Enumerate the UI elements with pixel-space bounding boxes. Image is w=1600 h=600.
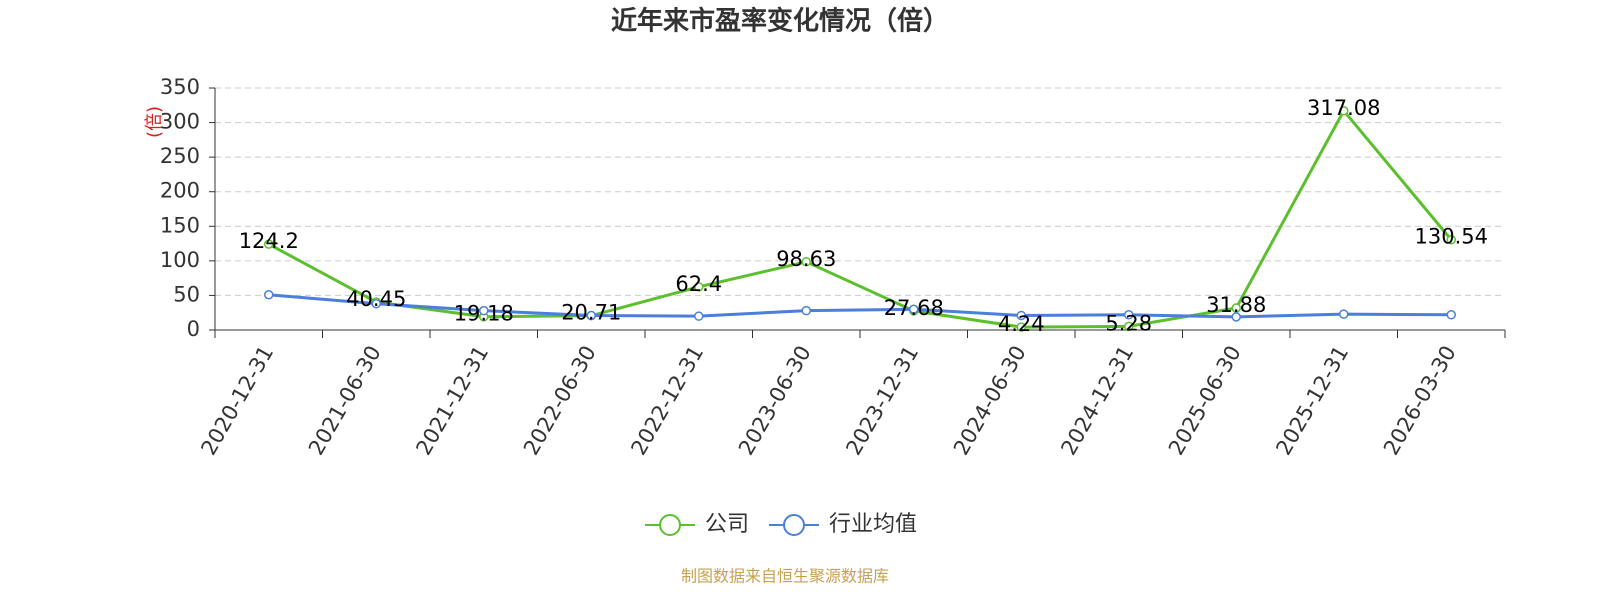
source-note: 制图数据来自恒生聚源数据库	[681, 567, 889, 586]
data-label: 98.63	[776, 247, 836, 271]
data-label: 130.54	[1415, 225, 1488, 249]
x-tick-label: 2025-12-31	[1271, 342, 1353, 460]
data-label: 19.18	[454, 302, 514, 326]
point	[1339, 106, 1349, 116]
y-tick-label: 150	[160, 213, 200, 237]
y-tick-label: 350	[160, 75, 200, 99]
y-tick-label: 100	[160, 248, 200, 272]
x-tick-label: 2021-12-31	[411, 342, 493, 460]
point	[586, 310, 596, 321]
point	[1446, 310, 1456, 320]
data-label: 124.2	[239, 229, 299, 253]
data-label: 20.71	[561, 301, 621, 325]
x-tick-label: 2024-12-31	[1056, 342, 1138, 460]
data-label: 27.68	[884, 296, 944, 320]
point	[1016, 322, 1026, 332]
y-tick-label: 200	[160, 179, 200, 203]
point	[479, 305, 489, 316]
point	[264, 289, 274, 300]
x-tick-label: 2026-03-30	[1379, 342, 1461, 460]
point	[1124, 321, 1134, 332]
y-axis-label: (倍)	[144, 106, 165, 138]
x-tick-label: 2025-06-30	[1164, 342, 1246, 460]
x-tick-label: 2024-06-30	[949, 342, 1031, 460]
point	[909, 304, 919, 315]
point	[1231, 303, 1241, 313]
point	[1446, 234, 1456, 245]
y-tick-label: 0	[187, 317, 200, 341]
point	[1231, 312, 1241, 322]
legend-marker	[783, 514, 806, 536]
y-tick-label: 250	[160, 144, 200, 168]
data-label: 62.4	[675, 272, 722, 296]
x-tick-label: 2022-06-30	[519, 342, 601, 460]
series-line	[268, 293, 1452, 319]
point	[1124, 310, 1134, 320]
x-tick-label: 2023-06-30	[734, 342, 816, 460]
point	[264, 239, 274, 249]
point	[801, 305, 811, 316]
y-tick-label: 300	[160, 110, 200, 134]
data-label: 4.24	[998, 312, 1045, 336]
x-tick-label: 2021-06-30	[304, 342, 386, 460]
x-tick-label: 2020-12-31	[196, 342, 278, 460]
x-tick-label: 2023-12-31	[841, 342, 923, 460]
data-label: 40.45	[346, 287, 406, 311]
legend-marker	[659, 514, 681, 536]
point	[371, 298, 381, 309]
series-line	[268, 108, 1453, 329]
y-tick-label: 50	[173, 282, 200, 306]
legend-label: 行业均值	[829, 512, 917, 537]
x-tick-label: 2022-12-31	[626, 342, 708, 460]
data-label: 317.08	[1307, 96, 1380, 120]
chart-title: 近年来市盈率变化情况（倍）	[611, 6, 949, 37]
legend-label: 公司	[705, 512, 749, 537]
point	[801, 257, 811, 267]
point	[1016, 310, 1026, 321]
point	[1339, 309, 1349, 319]
point	[694, 282, 704, 292]
point	[694, 311, 704, 321]
data-label: 5.28	[1105, 311, 1152, 335]
data-label: 31.88	[1206, 293, 1266, 317]
